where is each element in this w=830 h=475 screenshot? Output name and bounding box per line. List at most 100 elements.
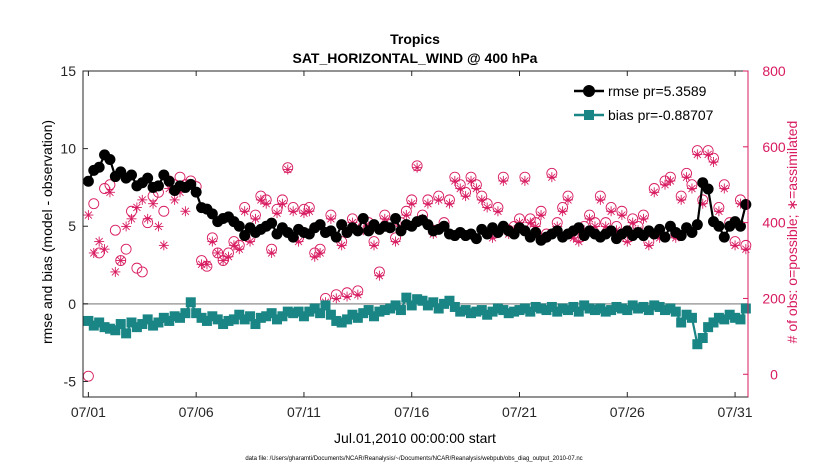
obs-assimilated-point [471,183,482,194]
bias-point [482,309,493,320]
obs-assimilated-point [643,240,654,251]
bias-point [600,306,611,317]
asterisk-stroke [537,211,545,219]
obs-assimilated-point [730,240,741,251]
obs-assimilated-point [476,194,487,205]
asterisk-stroke [709,158,718,166]
bias-point [514,305,525,316]
legend-rmse-marker [583,85,595,97]
obs-assimilated-point [304,206,315,217]
bias-point [697,333,708,344]
bias-point [724,309,735,320]
bias-point [288,308,299,319]
asterisk-stroke [434,196,443,204]
bias-point [595,303,606,314]
bias-point [282,306,293,317]
bias-point [158,312,169,323]
obs-assimilated-point [563,194,574,205]
bias-point [439,298,450,309]
obs-assimilated-point [519,175,530,186]
asterisk-stroke [628,218,637,227]
bias-point [196,312,207,323]
bias-point [552,306,563,317]
bias-point [363,305,374,316]
rmse-point [718,231,730,243]
rmse-point [82,175,94,187]
bias-point [315,308,326,319]
y-tick-label: 10 [60,141,76,157]
bias-point [643,305,654,316]
y2-axis-label: # of obs: o=possible; ∗=assimilated [784,121,800,344]
asterisk-stroke [456,184,465,193]
asterisk-stroke [84,211,93,219]
bias-point [406,300,417,311]
bias-point [703,322,714,333]
asterisk-stroke [720,184,729,193]
asterisk-stroke [116,256,125,265]
obs-assimilated-point [401,210,412,221]
bias-point [169,311,180,322]
bias-point [654,301,665,312]
bias-point [115,319,126,330]
bias-point [730,312,741,323]
x-axis-label: Jul.01,2010 00:00:00 start [334,430,496,446]
obs-assimilated-point [455,183,466,194]
rmse-point [605,225,617,237]
data-file-footnote: data file: /Users/gharamti/Documents/NCA… [245,456,582,462]
obs-assimilated-point [433,194,444,205]
y-tick-label: -5 [64,373,77,389]
asterisk-stroke [230,241,238,250]
x-tick-label: 07/26 [610,404,645,420]
asterisk-stroke [289,207,297,216]
rmse-point [691,219,703,231]
asterisk-stroke [461,192,470,200]
obs-assimilated-point [88,247,99,258]
asterisk-stroke [219,256,227,265]
obs-assimilated-point [374,270,385,281]
bias-point [94,317,105,328]
asterisk-stroke [257,196,265,204]
obs-assimilated-point [153,221,164,232]
bias-point [433,303,444,314]
bias-point [525,306,536,317]
asterisk-stroke [483,203,491,212]
bias-point [228,314,239,325]
obs-assimilated-point [606,206,617,217]
bias-point [498,305,509,316]
asterisk-stroke [650,188,659,197]
obs-assimilated-point [207,236,218,247]
asterisk-stroke [472,184,481,193]
bias-point [104,323,115,334]
rmse-point [104,153,116,165]
bias-point [153,317,164,328]
asterisk-stroke [682,173,691,181]
obs-assimilated-point [201,259,212,270]
asterisk-stroke [467,177,475,185]
rmse-point [185,178,197,190]
bias-point [379,305,390,316]
obs-assimilated-point [449,175,460,186]
asterisk-stroke [601,222,610,231]
obs-assimilated-point [708,156,719,167]
bias-point [325,309,336,320]
asterisk-stroke [337,241,346,250]
obs-possible-point [88,198,100,210]
obs-assimilated-point [336,240,347,251]
bias-point [611,301,622,312]
obs-assimilated-point [169,194,180,205]
bias-point [719,314,730,325]
rmse-point [573,222,585,234]
y-tick-label: 5 [68,218,76,234]
bias-point [735,314,746,325]
rmse-point [287,231,299,243]
bias-point [417,295,428,306]
bias-point [304,306,315,317]
obs-assimilated-point [137,194,148,205]
rmse-point [190,186,202,198]
y2-tick-label: 800 [762,63,786,79]
obs-assimilated-point [390,236,401,247]
bias-point [670,306,681,317]
bias-point [455,306,466,317]
obs-assimilated-point [665,175,676,186]
